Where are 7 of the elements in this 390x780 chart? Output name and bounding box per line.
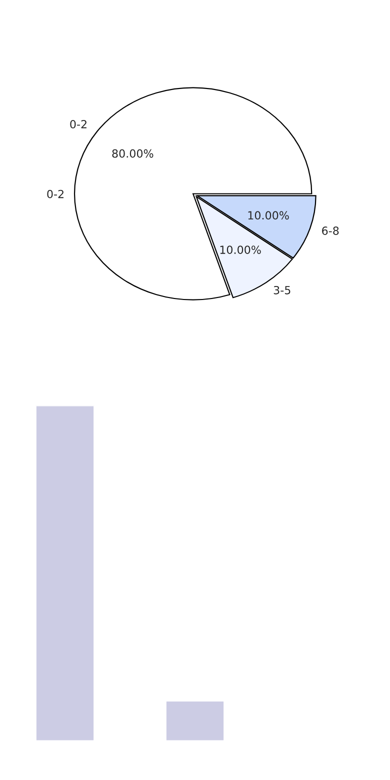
data-label: 80.00% [112, 149, 154, 158]
slice-label: 3-5 [274, 286, 290, 294]
slice-label: 0-2 [70, 120, 86, 128]
text: 0-2 [47, 190, 64, 198]
slice-label: 6-8 [322, 226, 339, 235]
data-label: 10.00% [220, 246, 261, 254]
data-label: 10.00% [248, 211, 289, 220]
